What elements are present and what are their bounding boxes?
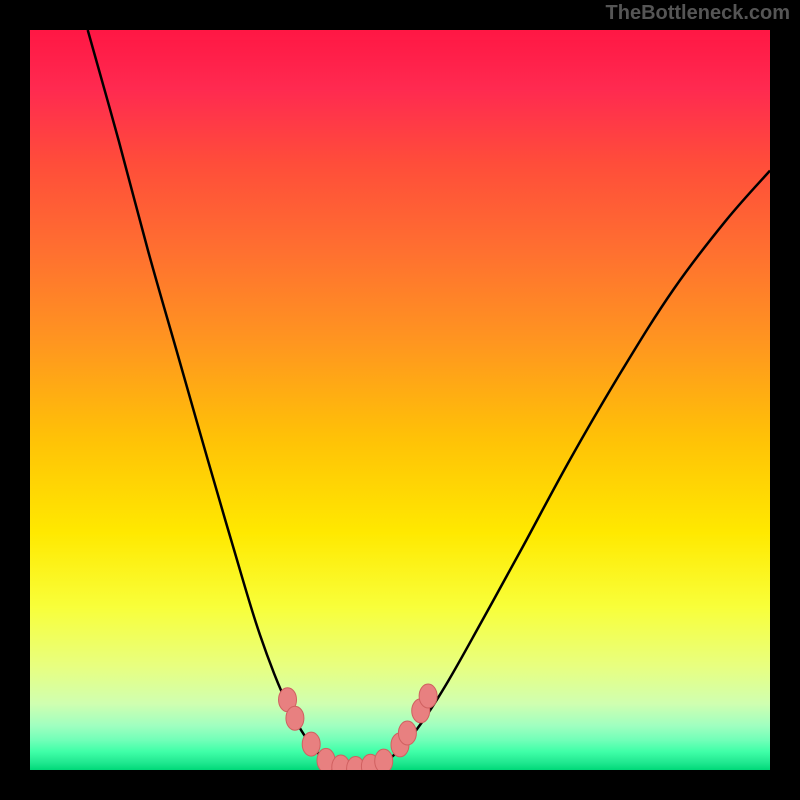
- watermark-text: TheBottleneck.com: [606, 2, 790, 25]
- curve-marker: [302, 732, 320, 756]
- chart-container: TheBottleneck.com: [0, 0, 800, 800]
- curve-marker: [286, 706, 304, 730]
- plot-area: [30, 30, 770, 770]
- curve-marker: [375, 749, 393, 770]
- curve-marker: [398, 721, 416, 745]
- chart-svg: [30, 30, 770, 770]
- curve-marker: [419, 684, 437, 708]
